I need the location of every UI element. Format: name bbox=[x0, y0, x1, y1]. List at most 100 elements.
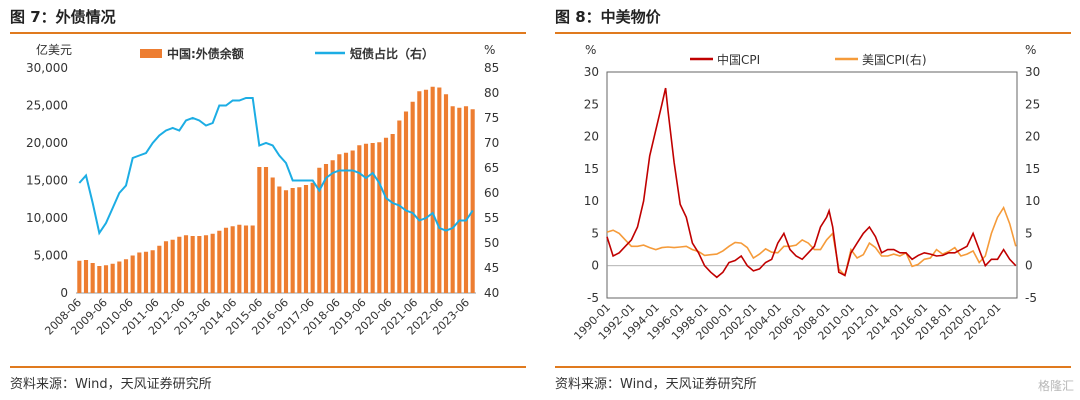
y-right-tick-label: -5 bbox=[1025, 291, 1037, 305]
y-left-tick-label: 0 bbox=[591, 259, 599, 273]
debt-bar bbox=[257, 167, 262, 293]
debt-bar bbox=[243, 225, 249, 293]
legend-china-label: 中国CPI bbox=[717, 52, 760, 67]
debt-bar bbox=[237, 224, 242, 293]
legend-bar-swatch bbox=[140, 49, 162, 58]
debt-bar bbox=[250, 225, 255, 293]
y-right-unit: % bbox=[1025, 43, 1036, 57]
debt-bar bbox=[343, 152, 349, 293]
debt-bar bbox=[183, 235, 189, 293]
debt-bar bbox=[363, 143, 369, 293]
y-right-tick-label: 5 bbox=[1025, 226, 1033, 240]
y-left-tick-label: 0 bbox=[60, 286, 68, 300]
china-us-cpi-chart: % %-5051015202530-50510152025301990-01199… bbox=[571, 43, 1040, 343]
debt-bar bbox=[463, 106, 469, 293]
debt-bar bbox=[290, 188, 295, 293]
us-cpi-line bbox=[606, 205, 1017, 278]
left-figure-title: 图 7：外债情况 bbox=[10, 8, 116, 26]
debt-bar bbox=[410, 101, 415, 293]
debt-bar bbox=[357, 145, 362, 293]
debt-bar bbox=[223, 227, 229, 293]
debt-bar bbox=[337, 154, 342, 293]
y-left-tick-label: 30,000 bbox=[26, 61, 68, 75]
y-left-tick-label: 30 bbox=[584, 65, 599, 79]
y-right-tick-label: 50 bbox=[484, 236, 499, 250]
y-right-tick-label: 10 bbox=[1025, 194, 1040, 208]
watermark-logo: 格隆汇 bbox=[1037, 379, 1074, 393]
y-left-unit: % bbox=[585, 43, 596, 57]
debt-bar bbox=[377, 142, 382, 293]
debt-bar bbox=[157, 245, 162, 293]
debt-bar bbox=[77, 260, 82, 293]
right-chart-panel: 图 8：中美物价 %% -5 0 5 10 15 20 25 30 -5 0 5 10 15 20 25 30 1… bbox=[555, 0, 1071, 400]
debt-bar bbox=[423, 89, 429, 293]
debt-bar bbox=[143, 251, 149, 293]
y-left-unit: 亿美元 bbox=[36, 42, 72, 57]
debt-bar bbox=[310, 182, 315, 293]
y-right-tick-label: 30 bbox=[1025, 65, 1040, 79]
china-cpi-line bbox=[606, 87, 1017, 279]
left-bottom-rule bbox=[10, 366, 526, 368]
y-right-tick-label: 45 bbox=[484, 261, 499, 275]
y-left-tick-label: 25,000 bbox=[26, 99, 68, 113]
y-left-tick-label: 20 bbox=[584, 130, 599, 144]
y-right-tick-label: 75 bbox=[484, 111, 499, 125]
debt-bar bbox=[170, 239, 175, 293]
debt-bar bbox=[177, 236, 182, 293]
debt-bar bbox=[430, 86, 435, 293]
legend-line-label: 短债占比（右） bbox=[350, 46, 434, 61]
external-debt-chart: 亿美元 % 0 5,000 10,000 15,000 20,000 25,000 30,000… bbox=[26, 42, 499, 338]
y-right-tick-label: 25 bbox=[1025, 97, 1040, 111]
debt-bar bbox=[450, 106, 455, 293]
debt-bar bbox=[297, 187, 302, 293]
short-debt-ratio-line bbox=[78, 97, 474, 236]
debt-bar bbox=[283, 190, 289, 293]
y-right-tick-label: 60 bbox=[484, 186, 499, 200]
y-left-tick-label: 15 bbox=[584, 162, 599, 176]
y-left-tick-label: 10 bbox=[584, 194, 599, 208]
y-right-unit: % bbox=[484, 43, 495, 57]
debt-bar bbox=[263, 167, 269, 293]
debt-bar bbox=[317, 167, 322, 293]
y-right-tick-label: 20 bbox=[1025, 130, 1040, 144]
debt-bar bbox=[370, 143, 375, 293]
debt-bar bbox=[417, 91, 422, 293]
debt-bar bbox=[383, 137, 389, 293]
debt-bar bbox=[270, 177, 275, 293]
debt-bar bbox=[350, 150, 355, 293]
debt-bar bbox=[203, 235, 209, 293]
right-top-rule bbox=[555, 32, 1071, 34]
debt-bar bbox=[137, 252, 142, 293]
debt-bar bbox=[277, 186, 282, 293]
y-right-tick-label: 55 bbox=[484, 211, 499, 225]
debt-bar bbox=[403, 111, 409, 293]
debt-bar bbox=[210, 233, 215, 293]
debt-bar bbox=[230, 226, 235, 293]
left-chart-panel: 图 7：外债情况 亿美元% 0 5,000 10,000 15,000 20,000 25,… bbox=[10, 0, 526, 400]
y-left-tick-label: 10,000 bbox=[26, 211, 68, 225]
debt-bar bbox=[130, 255, 135, 293]
debt-bar bbox=[437, 87, 442, 293]
y-right-tick-label: 70 bbox=[484, 136, 499, 150]
legend-us-label: 美国CPI(右) bbox=[862, 52, 927, 67]
debt-bar bbox=[117, 261, 122, 293]
debt-bar bbox=[150, 250, 155, 293]
y-right-tick-label: 15 bbox=[1025, 162, 1040, 176]
debt-bar bbox=[83, 260, 89, 293]
debt-bar bbox=[390, 134, 395, 293]
y-left-tick-label: 5,000 bbox=[34, 249, 68, 263]
y-left-tick-label: 25 bbox=[584, 97, 599, 111]
debt-bar bbox=[90, 263, 95, 293]
legend-bar-label: 中国:外债余额 bbox=[167, 46, 244, 61]
debt-bar bbox=[323, 164, 329, 293]
y-right-tick-label: 40 bbox=[484, 286, 499, 300]
debt-bar bbox=[457, 107, 462, 293]
debt-bar bbox=[443, 94, 449, 293]
debt-bar bbox=[303, 185, 309, 293]
debt-bar bbox=[217, 230, 222, 293]
debt-bar bbox=[470, 109, 475, 293]
debt-bar bbox=[163, 241, 169, 293]
debt-bar bbox=[97, 266, 102, 293]
right-source-note: 资料来源：Wind，天风证券研究所 bbox=[555, 377, 757, 392]
debt-bar bbox=[110, 263, 115, 293]
